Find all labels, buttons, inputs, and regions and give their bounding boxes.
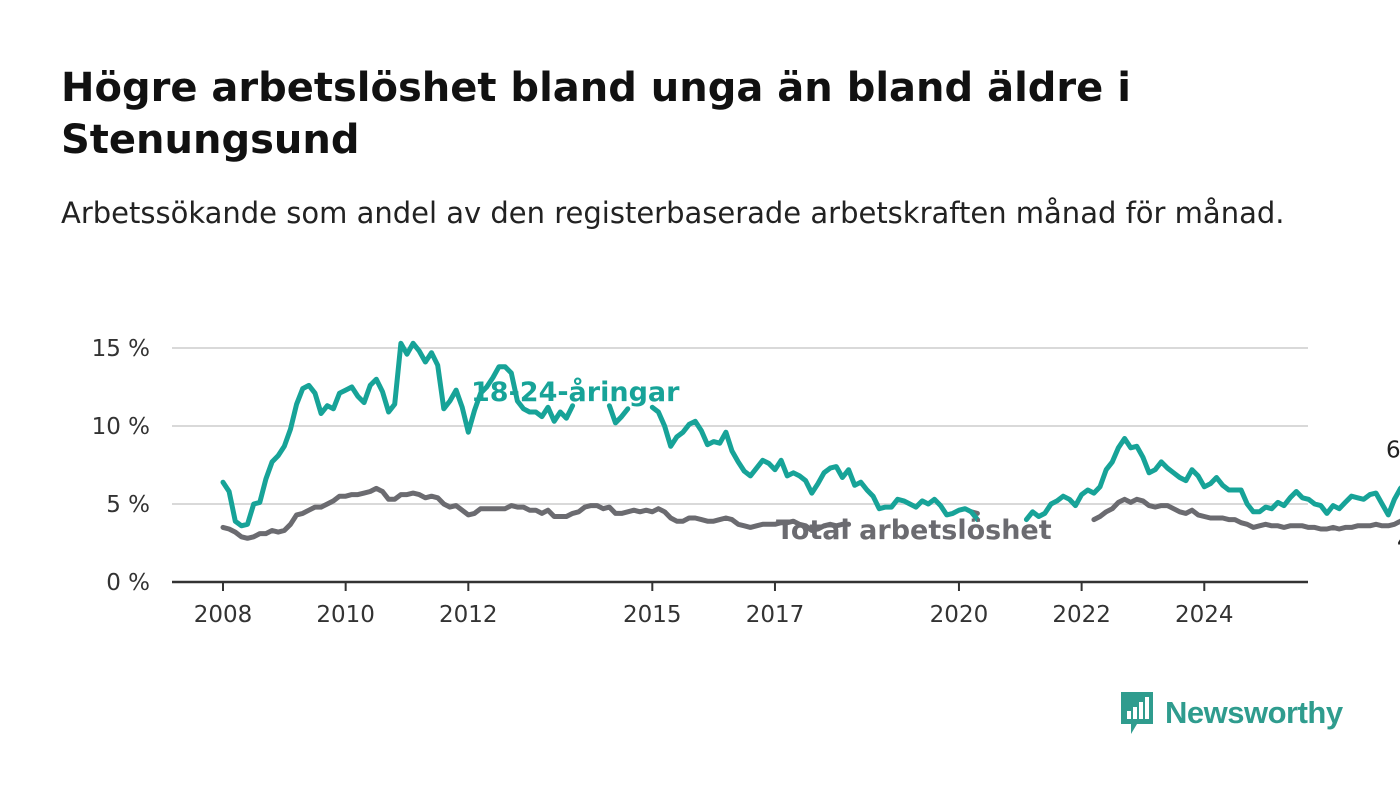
end-value-label-youth: 6,9 % xyxy=(1386,437,1400,463)
chart-subtitle: Arbetssökande som andel av den registerb… xyxy=(61,196,1285,230)
x-tick-label-2024: 2024 xyxy=(1175,602,1234,628)
x-tick-label-2015: 2015 xyxy=(623,602,682,628)
x-tick-label-2020: 2020 xyxy=(930,602,989,628)
y-tick-label-5: 5 % xyxy=(106,492,150,518)
end-value-label-total: 4 % xyxy=(1397,529,1400,555)
chart-labels: 18-24-åringar Total arbetslöshet 6,9 % 4… xyxy=(471,376,1400,555)
bar-chart-speech-bubble-icon xyxy=(1121,692,1153,734)
x-tick-label-2022: 2022 xyxy=(1052,602,1111,628)
gridlines xyxy=(172,347,1308,505)
y-tick-label-15: 15 % xyxy=(92,336,150,362)
x-tick-label-2012: 2012 xyxy=(439,602,498,628)
series-label-total: Total arbetslöshet xyxy=(776,515,1052,546)
newsworthy-logo: Newsworthy xyxy=(1119,690,1343,736)
series-label-youth: 18-24-åringar xyxy=(471,376,680,408)
x-tick-label-2010: 2010 xyxy=(316,602,375,628)
y-tick-label-10: 10 % xyxy=(92,414,150,440)
axes: 0 % 5 % 10 % 15 % 2008 2010 2012 2015 2017 2020 20… xyxy=(92,336,1308,628)
y-tick-label-0: 0 % xyxy=(106,570,150,596)
chart-title: Högre arbetslöshet bland unga än bland ä… xyxy=(61,65,1131,163)
x-tick-label-2017: 2017 xyxy=(746,602,805,628)
x-tick-label-2008: 2008 xyxy=(194,602,253,628)
brand-name: Newsworthy xyxy=(1165,695,1343,730)
series-lines xyxy=(220,340,1400,541)
series-line-youth xyxy=(220,340,1400,529)
